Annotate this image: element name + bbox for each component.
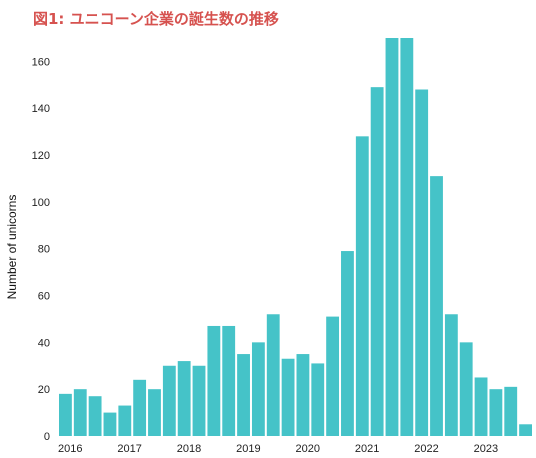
- bar: [341, 251, 354, 436]
- bar: [355, 136, 369, 436]
- y-tick-label: 160: [32, 56, 50, 68]
- bar: [148, 389, 161, 436]
- bar: [281, 358, 295, 436]
- bar: [296, 354, 310, 436]
- bar: [444, 314, 458, 436]
- bar: [266, 314, 280, 436]
- y-tick-label: 100: [32, 197, 50, 209]
- x-tick-label: 2016: [58, 443, 82, 455]
- bar: [103, 412, 117, 436]
- bar: [73, 389, 87, 436]
- bar: [88, 396, 102, 436]
- y-tick-label: 40: [38, 337, 50, 349]
- y-tick-label: 20: [38, 384, 50, 396]
- bar: [415, 89, 429, 436]
- bar: [133, 379, 147, 436]
- x-tick-label: 2018: [177, 443, 201, 455]
- bar: [118, 405, 132, 436]
- y-tick-label: 140: [32, 103, 50, 115]
- bar: [474, 377, 488, 436]
- bar: [489, 389, 503, 436]
- bar: [59, 393, 72, 436]
- bar: [177, 361, 191, 436]
- bar: [400, 38, 414, 436]
- x-tick-label: 2022: [414, 443, 438, 455]
- x-tick-label: 2019: [236, 443, 260, 455]
- bar: [237, 354, 250, 436]
- x-tick-label: 2017: [117, 443, 141, 455]
- y-tick-label: 60: [38, 291, 50, 303]
- bar: [207, 325, 221, 436]
- bar: [222, 325, 236, 436]
- bar: [504, 386, 518, 436]
- y-tick-label: 0: [44, 431, 50, 443]
- bar: [162, 365, 176, 436]
- bar: [326, 316, 340, 436]
- y-axis-label: Number of unicorns: [5, 195, 19, 300]
- bar: [385, 38, 399, 436]
- bar: [311, 363, 325, 436]
- chart-title: 図1: ユニコーン企業の誕生数の推移: [33, 10, 279, 28]
- bar: [519, 424, 532, 436]
- x-tick-label: 2023: [474, 443, 498, 455]
- bar: [430, 176, 443, 436]
- bar: [251, 342, 265, 436]
- x-tick-label: 2021: [355, 443, 379, 455]
- y-tick-label: 80: [38, 244, 50, 256]
- y-tick-label: 120: [32, 150, 50, 162]
- bar: [370, 87, 384, 436]
- x-tick-label: 2020: [296, 443, 320, 455]
- bar: [459, 342, 473, 436]
- bar: [192, 365, 206, 436]
